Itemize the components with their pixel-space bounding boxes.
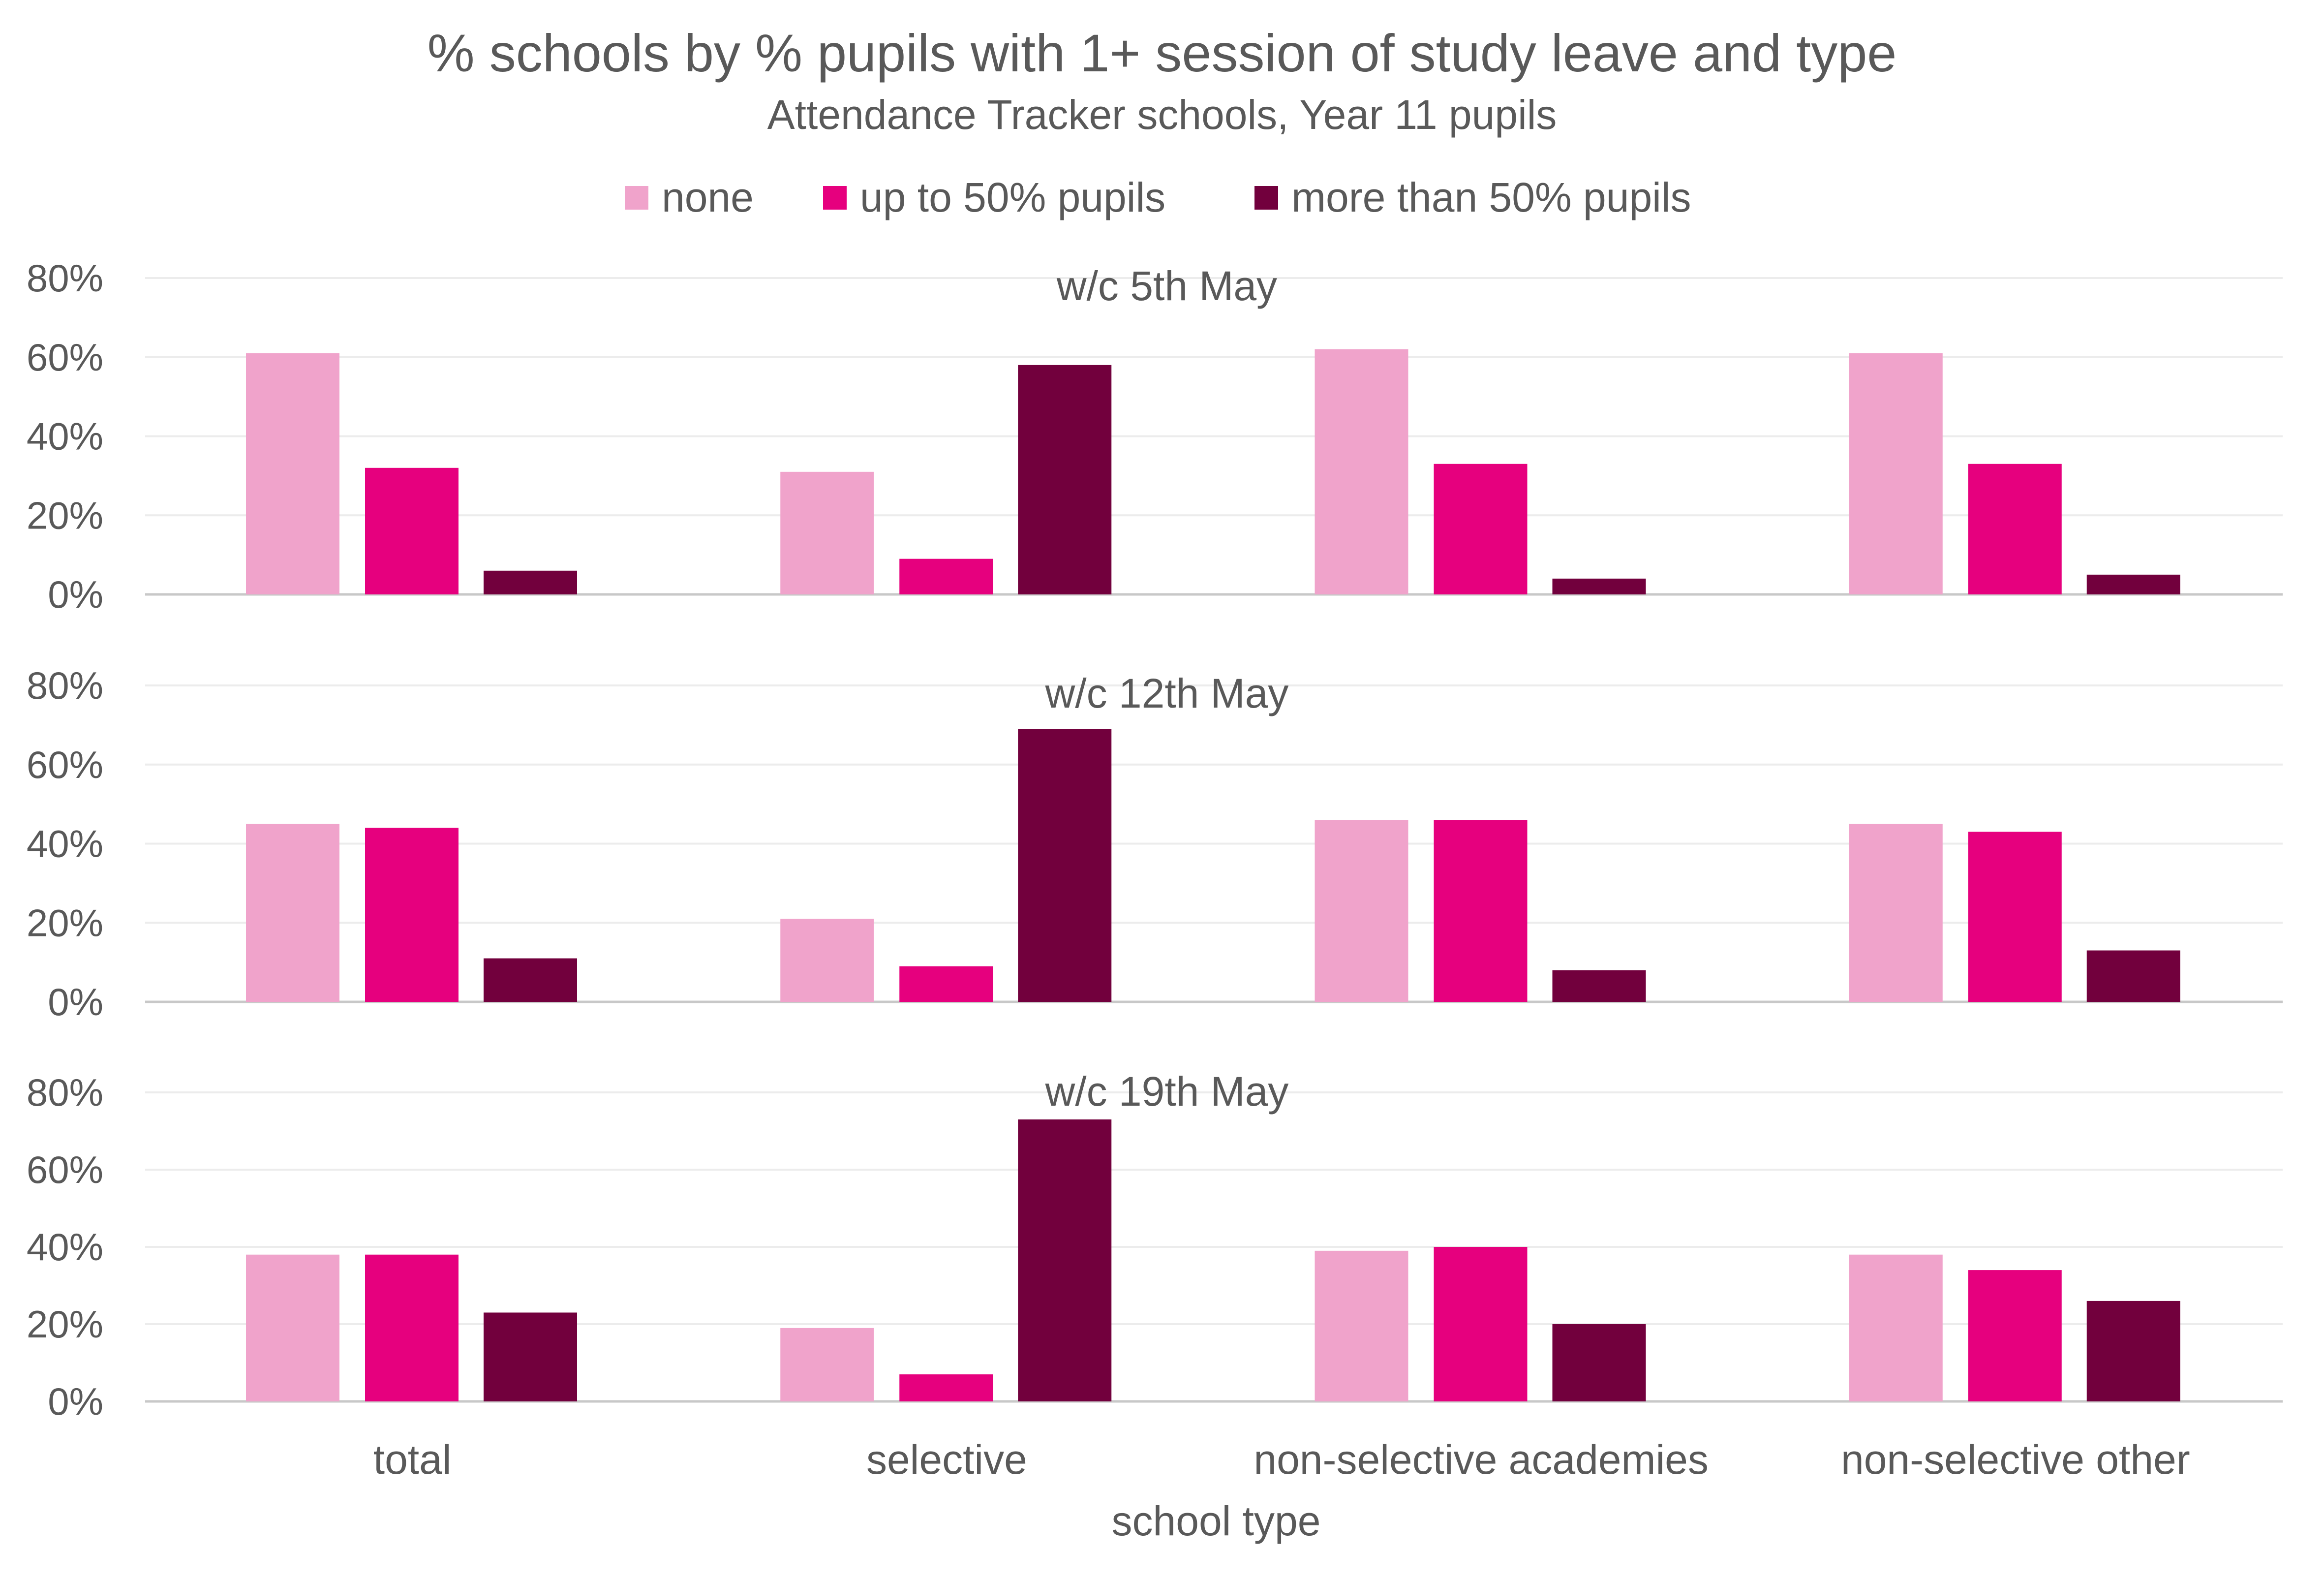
y-tick-label: 40% bbox=[27, 1225, 103, 1269]
bar-0-1-0 bbox=[365, 467, 459, 594]
bar-1-2-2 bbox=[1552, 970, 1646, 1002]
bar-1-2-0 bbox=[484, 958, 577, 1002]
panel-title-1: w/c 12th May bbox=[1045, 670, 1289, 716]
chart-subtitle: Attendance Tracker schools, Year 11 pupi… bbox=[767, 92, 1557, 138]
chart-title: % schools by % pupils with 1+ session of… bbox=[428, 23, 1897, 83]
category-label-3: non-selective other bbox=[1841, 1436, 2190, 1483]
bar-1-1-3 bbox=[1968, 832, 2062, 1002]
bar-0-2-0 bbox=[484, 570, 577, 594]
bar-0-0-2 bbox=[1315, 349, 1408, 594]
bar-0-1-2 bbox=[1434, 464, 1528, 594]
category-label-0: total bbox=[373, 1436, 452, 1483]
y-tick-label: 60% bbox=[27, 743, 103, 786]
bar-0-2-3 bbox=[2086, 574, 2180, 594]
bar-2-2-3 bbox=[2086, 1301, 2180, 1401]
panel-2: 0% 20% 40% 60% 80% w/c 19th May bbox=[27, 1068, 2283, 1423]
bar-1-2-1 bbox=[1018, 729, 1112, 1002]
y-tick-label: 60% bbox=[27, 336, 103, 379]
bar-1-0-2 bbox=[1315, 820, 1408, 1002]
legend-swatch-1 bbox=[823, 186, 847, 210]
panel-1: 0% 20% 40% 60% 80% w/c 12th May bbox=[27, 664, 2283, 1024]
bar-0-0-3 bbox=[1849, 353, 1943, 594]
category-label-2: non-selective academies bbox=[1254, 1436, 1709, 1483]
y-tick-label: 20% bbox=[27, 901, 103, 944]
bar-1-2-3 bbox=[2086, 950, 2180, 1002]
legend-label-0: none bbox=[662, 174, 754, 220]
bar-0-1-3 bbox=[1968, 464, 2062, 594]
bar-1-1-1 bbox=[899, 966, 993, 1002]
legend-label-1: up to 50% pupils bbox=[860, 174, 1165, 220]
bar-2-1-3 bbox=[1968, 1270, 2062, 1401]
bar-2-2-1 bbox=[1018, 1119, 1112, 1401]
panel-0: 0% 20% 40% 60% 80% w/c 5th May bbox=[27, 256, 2283, 616]
bar-1-0-0 bbox=[246, 824, 339, 1002]
bar-0-0-0 bbox=[246, 353, 339, 594]
panels: 0% 20% 40% 60% 80% w/c 5th May 0% 20% 40% 60% 80% w… bbox=[27, 256, 2283, 1423]
legend-swatch-0 bbox=[625, 186, 648, 210]
y-tick-label: 80% bbox=[27, 256, 103, 300]
bar-0-1-1 bbox=[899, 558, 993, 594]
y-tick-label: 40% bbox=[27, 822, 103, 866]
bar-0-2-1 bbox=[1018, 365, 1112, 594]
y-tick-label: 80% bbox=[27, 664, 103, 707]
bar-2-2-2 bbox=[1552, 1324, 1646, 1401]
bar-1-0-1 bbox=[780, 919, 874, 1002]
legend: none up to 50% pupils more than 50% pupils bbox=[625, 174, 1691, 220]
bar-2-0-0 bbox=[246, 1254, 339, 1401]
bar-2-1-2 bbox=[1434, 1247, 1528, 1401]
bar-2-0-1 bbox=[780, 1328, 874, 1401]
y-tick-label: 20% bbox=[27, 494, 103, 537]
panel-title-0: w/c 5th May bbox=[1056, 263, 1277, 309]
bar-1-1-2 bbox=[1434, 820, 1528, 1002]
y-tick-label: 60% bbox=[27, 1148, 103, 1191]
legend-label-2: more than 50% pupils bbox=[1291, 174, 1691, 220]
bar-1-0-3 bbox=[1849, 824, 1943, 1002]
y-tick-label: 0% bbox=[48, 980, 103, 1024]
legend-swatch-2 bbox=[1254, 186, 1278, 210]
y-tick-label: 0% bbox=[48, 573, 103, 616]
bar-0-0-1 bbox=[780, 471, 874, 594]
bar-2-0-3 bbox=[1849, 1254, 1943, 1401]
category-labels: total selective non-selective academies non… bbox=[373, 1436, 2190, 1483]
bar-0-2-2 bbox=[1552, 578, 1646, 594]
bar-2-1-1 bbox=[899, 1374, 993, 1401]
y-tick-label: 0% bbox=[48, 1380, 103, 1423]
bar-2-2-0 bbox=[484, 1312, 577, 1401]
y-tick-label: 80% bbox=[27, 1071, 103, 1114]
y-tick-label: 20% bbox=[27, 1303, 103, 1346]
x-axis-title: school type bbox=[1112, 1498, 1321, 1544]
y-tick-label: 40% bbox=[27, 415, 103, 458]
bar-2-0-2 bbox=[1315, 1250, 1408, 1401]
category-label-1: selective bbox=[866, 1436, 1027, 1483]
bar-1-1-0 bbox=[365, 828, 459, 1002]
bar-2-1-0 bbox=[365, 1254, 459, 1401]
panel-title-2: w/c 19th May bbox=[1045, 1068, 1289, 1115]
